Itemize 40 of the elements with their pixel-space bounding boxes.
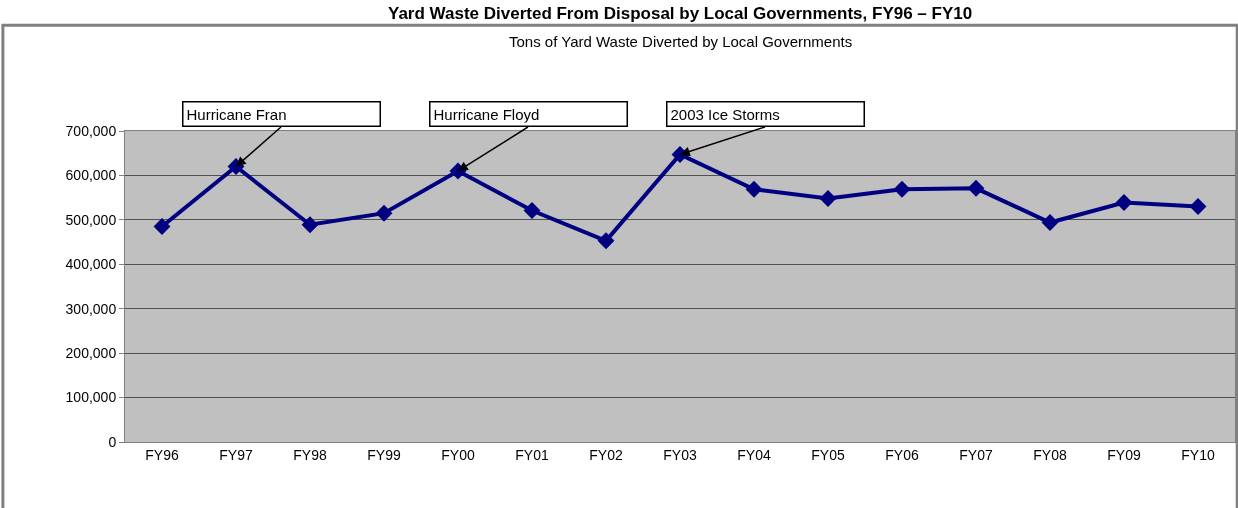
y-tick-label: 500,000 [65,211,117,228]
x-tick-label: FY06 [885,446,919,463]
x-tick-label: FY08 [1033,446,1067,463]
point [819,190,837,207]
point [523,202,541,219]
y-tick-label: 0 [108,433,117,450]
x-tick-label: FY96 [145,446,179,463]
x-tick-label: FY05 [811,446,845,463]
y-tick-label: 700,000 [65,122,117,139]
x-tick-label: FY97 [219,446,253,463]
y-tick-label: 100,000 [65,389,117,406]
x-tick-label: FY00 [441,446,475,463]
point [745,180,763,198]
point [893,180,911,198]
point [1041,214,1059,231]
chart-subtitle: Tons of Yard Waste Diverted by Local Governments [509,33,853,50]
y-tick-label: 200,000 [65,345,117,362]
y-tick-label: 400,000 [65,256,117,273]
y-tick-label: 300,000 [65,300,117,317]
annotation: Hurricane Fran [186,105,287,123]
chart-title: Yard Waste Diverted From Disposal by Local Governments, FY96 – FY10 [388,4,973,23]
x-tick-label: FY09 [1107,446,1141,463]
annotation: 2003 Ice Storms [670,105,780,123]
x-tick-label: FY07 [959,446,993,463]
y-tick-label: 600,000 [65,167,117,184]
point [375,204,393,222]
point [597,232,615,250]
point [153,218,171,235]
point [967,179,985,197]
point [1189,198,1207,215]
x-tick-label: FY02 [589,446,623,463]
x-tick-label: FY98 [293,446,327,463]
x-tick-label: FY03 [663,446,697,463]
x-tick-label: FY01 [515,446,549,463]
annotation: Hurricane Floyd [433,105,540,123]
x-tick-label: FY04 [737,446,771,463]
x-tick-label: FY10 [1181,446,1215,463]
point [1115,194,1133,211]
x-tick-label: FY99 [367,446,401,463]
point [301,216,319,234]
